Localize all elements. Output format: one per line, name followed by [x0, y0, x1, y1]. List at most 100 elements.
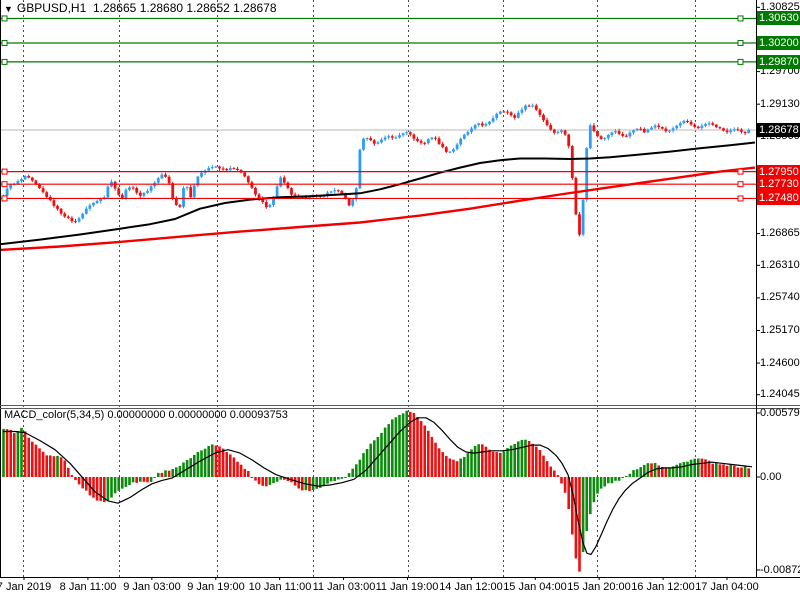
candle: [218, 166, 221, 169]
macd-histogram-bar: [398, 414, 401, 477]
candle: [27, 176, 31, 178]
macd-histogram-bar: [160, 472, 164, 477]
macd-histogram-bar: [477, 444, 480, 477]
candle: [210, 167, 214, 169]
macd-histogram-bar: [607, 477, 610, 484]
macd-histogram-bar: [254, 477, 257, 481]
line-handle[interactable]: [737, 15, 744, 22]
macd-axis-label: 0.00: [760, 471, 782, 483]
candle: [74, 221, 77, 223]
macd-histogram-bar: [455, 461, 459, 477]
macd-value-2: 0.00000000: [168, 409, 227, 421]
macd-histogram-bar: [549, 466, 552, 477]
ohlc-high: 1.28680: [139, 1, 184, 15]
macd-value-1: 0.00000000: [107, 409, 166, 421]
macd-histogram-bar: [157, 472, 160, 477]
ohlc-close: 1.28678: [233, 1, 277, 15]
candle: [394, 137, 398, 139]
candle: [477, 123, 481, 125]
candle: [63, 213, 67, 217]
macd-histogram-bar: [9, 430, 12, 477]
macd-histogram-bar: [545, 461, 549, 477]
candle: [358, 149, 362, 189]
candle: [693, 124, 697, 127]
candle: [282, 177, 286, 183]
chart-dropdown-icon[interactable]: ▼: [4, 4, 13, 14]
candle: [146, 190, 149, 193]
macd-histogram-bar: [171, 469, 174, 477]
macd-histogram-bar: [736, 467, 740, 477]
resistance-price-badge: 1.30630: [757, 11, 800, 25]
candle: [423, 142, 427, 144]
candle: [113, 181, 117, 189]
candle: [531, 105, 535, 107]
macd-histogram-bar: [722, 464, 725, 477]
macd-histogram-bar: [239, 464, 243, 477]
candle: [254, 187, 257, 195]
candle: [398, 135, 401, 138]
line-handle[interactable]: [1, 58, 8, 65]
line-handle[interactable]: [737, 168, 744, 175]
line-handle[interactable]: [737, 195, 744, 202]
macd-histogram-bar: [506, 448, 509, 477]
candle: [552, 129, 556, 133]
macd-histogram-bar: [319, 477, 322, 488]
line-handle[interactable]: [737, 40, 744, 47]
macd-histogram-bar: [358, 459, 362, 477]
macd-histogram-bar: [646, 463, 650, 477]
price-axis-label: 1.30825: [760, 1, 800, 13]
macd-value-3: 0.00093753: [229, 409, 288, 421]
macd-histogram-bar: [221, 448, 225, 477]
macd-histogram-bar: [207, 446, 210, 477]
macd-histogram-bar: [365, 449, 369, 477]
candle: [59, 208, 63, 214]
candle: [704, 124, 707, 126]
macd-histogram-bar: [283, 477, 286, 480]
macd-histogram-bar: [41, 451, 45, 477]
candle: [38, 184, 41, 189]
macd-histogram-bar: [362, 453, 365, 477]
candle: [221, 168, 225, 170]
macd-histogram-bar: [405, 410, 408, 477]
macd-histogram-bar: [139, 477, 142, 482]
macd-histogram-bar: [351, 468, 354, 477]
candle: [696, 126, 700, 129]
resistance-price-badge: 1.30200: [757, 36, 800, 50]
macd-histogram-bar: [315, 477, 318, 489]
ohlc-open: 1.28665: [92, 1, 137, 15]
candle: [167, 176, 171, 184]
macd-histogram-bar: [110, 477, 113, 498]
candle: [560, 130, 563, 132]
candle: [41, 188, 45, 193]
line-handle[interactable]: [1, 15, 8, 22]
macd-histogram-bar: [725, 465, 729, 477]
candle: [52, 200, 56, 206]
macd-histogram-bar: [20, 427, 23, 477]
candle: [412, 134, 416, 139]
candle: [444, 147, 448, 152]
candle: [23, 176, 27, 180]
line-handle[interactable]: [737, 58, 744, 65]
macd-histogram-bar: [513, 444, 516, 477]
macd-histogram-bar: [326, 477, 329, 484]
line-handle[interactable]: [1, 168, 8, 175]
macd-histogram-bar: [715, 462, 718, 477]
candle: [725, 130, 729, 133]
line-handle[interactable]: [737, 181, 744, 188]
macd-histogram-bar: [387, 424, 390, 477]
line-handle[interactable]: [1, 195, 8, 202]
macd-histogram-bar: [675, 464, 678, 477]
line-handle[interactable]: [1, 181, 8, 188]
macd-histogram-bar: [121, 477, 124, 489]
candle: [689, 121, 693, 125]
candle: [131, 187, 135, 189]
macd-histogram-bar: [628, 473, 632, 477]
macd-histogram-bar: [369, 443, 372, 477]
candle: [34, 180, 38, 185]
line-handle[interactable]: [1, 40, 8, 47]
macd-histogram-bar: [639, 467, 642, 477]
macd-histogram-bar: [700, 458, 704, 477]
candle: [333, 190, 337, 192]
candle: [9, 184, 13, 189]
candle: [545, 120, 549, 126]
